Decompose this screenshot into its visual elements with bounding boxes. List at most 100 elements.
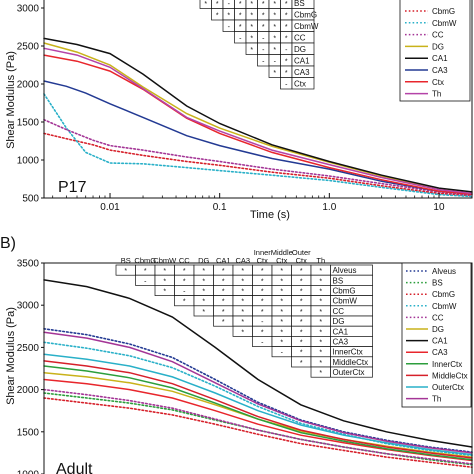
sig-symbol: * [250,24,253,31]
sig-symbol: * [319,299,322,306]
sig-row-label: CbmG [333,287,356,296]
sig-column-header: CA3 [235,256,250,265]
sig-symbol: - [261,340,264,347]
y-tick-label: 3000 [17,301,40,312]
annotation-adult: Adult [56,461,93,474]
sig-symbol: * [202,278,205,285]
sig-row-label: CbmW [294,22,319,31]
series-line-th [43,331,473,454]
legend-label-ca1: CA1 [432,54,448,63]
sig-symbol: * [280,309,283,316]
sig-symbol: * [163,268,166,275]
sig-symbol: * [273,12,276,19]
sig-column-header: CbmG [134,256,156,265]
sig-symbol: * [261,278,264,285]
plot-frame-adult [43,262,473,474]
sig-symbol: * [239,24,242,31]
sig-symbol: * [250,47,253,54]
sig-column-header: Outer [292,248,311,257]
sig-symbol: - [228,24,231,31]
series-group-p17 [43,37,473,198]
legend-label-cbmw: CbmW [432,19,457,28]
series-line-ctx [43,54,473,195]
y-tick-label: 1500 [17,427,40,438]
sig-symbol: * [319,268,322,275]
sig-symbol: * [222,289,225,296]
sig-row-label: BS [294,0,305,8]
sig-symbol: - [262,47,265,54]
y-tick-label: 1500 [17,118,40,129]
sig-symbol: * [261,289,264,296]
x-ticks-p17: 0.01 0.1 1.0 10 [52,193,445,213]
y-axis-label-adult: Shear Modulus (Pa) [5,307,17,405]
sig-symbol: * [241,309,244,316]
sig-symbol: * [163,278,166,285]
sig-symbol: * [319,350,322,357]
legend-label-cc: CC [432,31,444,40]
sig-column-header: CbmW [153,256,177,265]
sig-symbol: * [285,35,288,42]
sig-symbol: * [319,329,322,336]
sig-row-label: MiddleCtx [333,358,369,367]
sig-symbol: * [222,299,225,306]
sig-symbol: * [261,268,264,275]
sig-symbol: * [239,12,242,19]
sig-symbol: * [280,289,283,296]
sig-column-header: Ctx [276,256,288,265]
sig-column-header: Th [316,256,325,265]
sig-row-label-cell [291,77,315,90]
sig-symbol: - [285,81,288,88]
sig-symbol: * [144,268,147,275]
sig-symbol: * [273,1,276,8]
legend-label-cc: CC [432,313,444,322]
sig-symbol: * [241,289,244,296]
y-tick-label: 3000 [17,4,40,15]
sig-symbol: * [202,289,205,296]
y-tick-label: 2500 [17,343,40,354]
sig-symbol: * [227,12,230,19]
series-line-cbmw [43,341,473,457]
sig-symbol: * [222,268,225,275]
sig-symbol: * [241,268,244,275]
sig-symbol: - [274,58,277,65]
sig-symbol: * [216,12,219,19]
sig-symbol: * [300,340,303,347]
legend-label-ca1: CA1 [432,337,448,346]
y-ticks-adult: 1000 1500 2000 2500 3000 3500 [17,259,44,474]
legend-label-cbmg: CbmG [432,290,455,299]
sig-row-label: CbmW [333,297,358,306]
significance-table-p17: * * - * * * * * BS * * * * * * * CbmG - * * * * * CbmW - * - * * CC * -… [199,0,319,90]
sig-symbol: * [319,309,322,316]
sig-symbol: * [202,268,205,275]
sig-row-label: DG [294,45,306,54]
sig-symbol: - [144,278,147,285]
x-tick-label: 1.0 [322,202,336,213]
sig-symbol: * [280,329,283,336]
legend-label-alveus: Alveus [432,267,456,276]
sig-symbol: * [216,1,219,8]
sig-symbol: - [262,35,265,42]
panel-adult: B) 1000 1500 2000 2500 3000 3500 Shear Modulu… [0,235,473,474]
sig-row-label-cell [330,366,373,378]
sig-symbol: * [285,12,288,19]
y-tick-label: 2500 [17,42,40,53]
sig-symbol: * [319,289,322,296]
sig-row-label: DG [333,317,345,326]
y-tick-label: 500 [22,194,39,205]
series-line-cc [43,118,473,196]
sig-symbol: * [300,268,303,275]
sig-row-label: CC [294,33,306,42]
series-line-cbmg [43,397,473,469]
sig-symbol: - [285,47,288,54]
legend-label-middlectx: MiddleCtx [432,371,468,380]
sig-symbol: * [319,360,322,367]
legend-p17: CbmG CbmW CC DG CA1 CA3 Ctx Th [399,0,471,102]
annotation-p17: P17 [58,179,87,196]
sig-row-label: CA3 [333,338,349,347]
sig-symbol: * [183,268,186,275]
sig-symbol: * [319,319,322,326]
y-ticks-p17: 500 1000 1500 2000 2500 3000 [17,4,44,205]
series-line-outerctx [43,353,473,456]
series-line-alveus [43,327,473,453]
sig-symbol: * [202,299,205,306]
